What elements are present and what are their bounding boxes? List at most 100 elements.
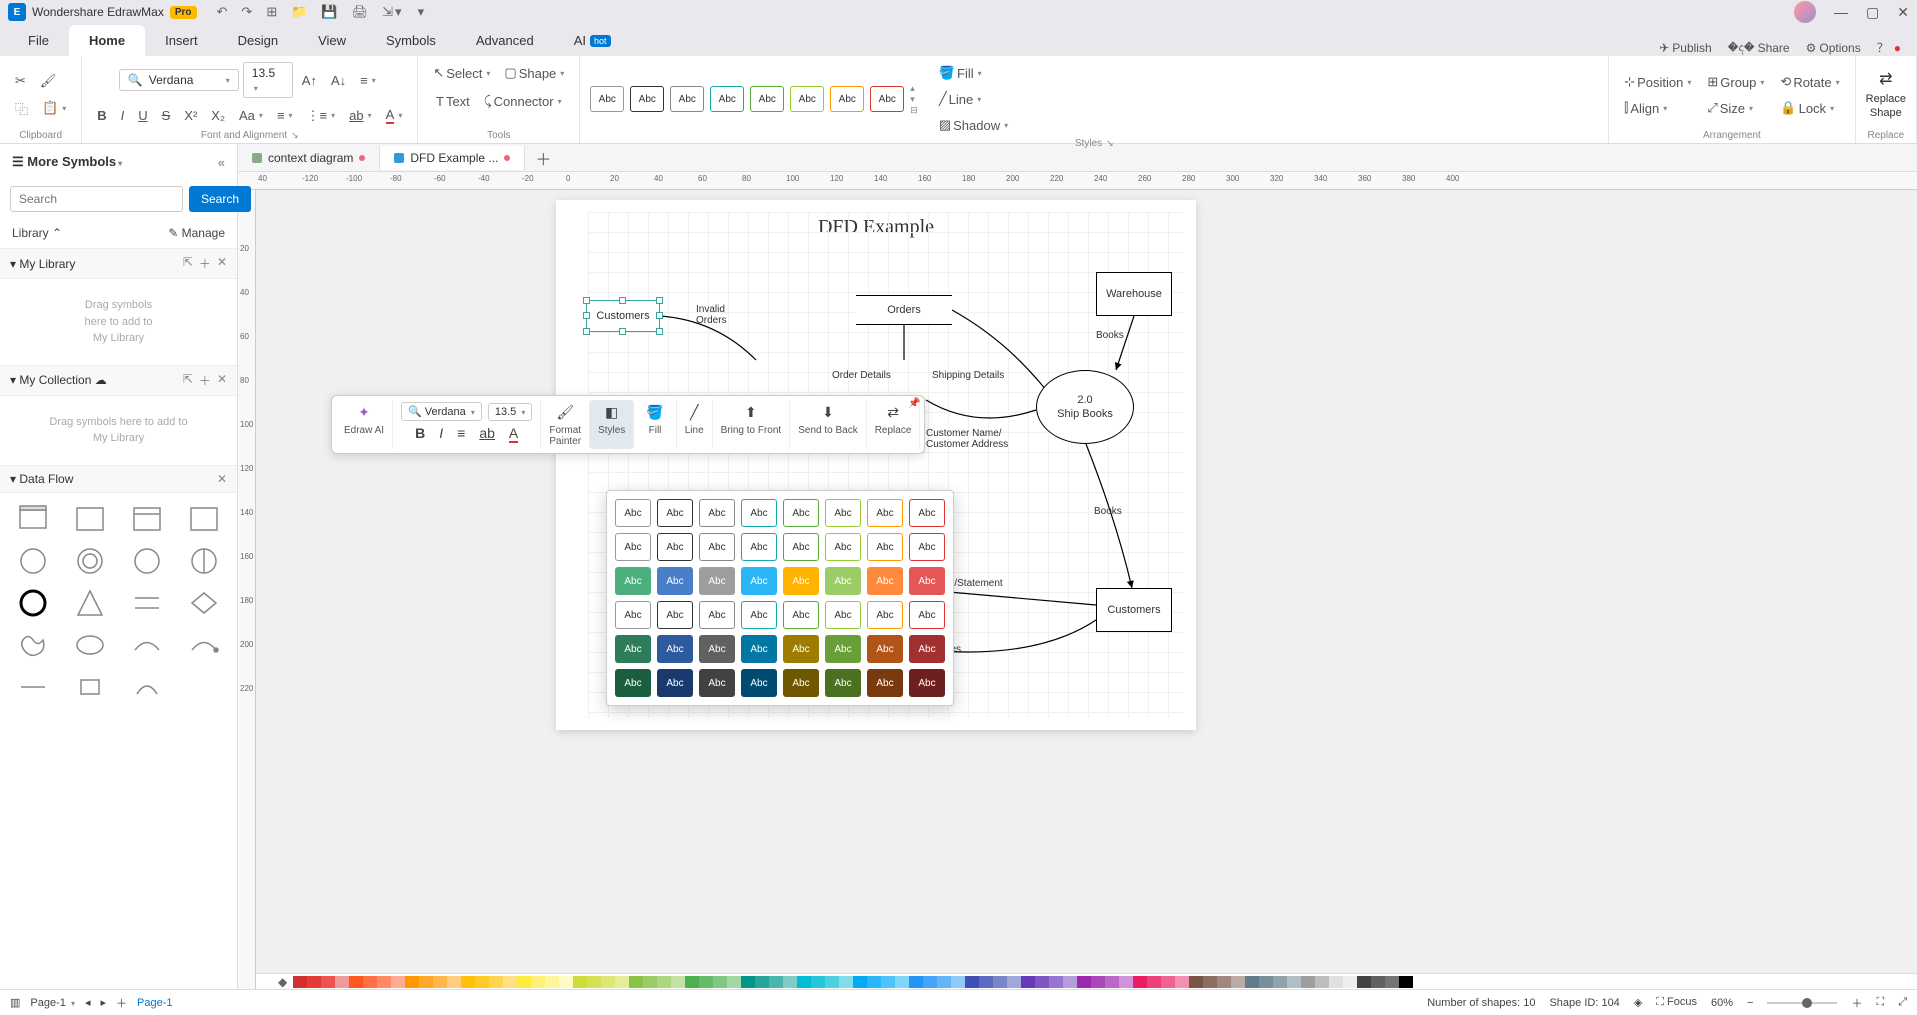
my-library-section[interactable]: ▾ My Library ⇱＋✕ [0,248,237,279]
color-swatch[interactable] [951,976,965,988]
symbols-title[interactable]: ☰ More Symbols▾ [12,154,122,170]
color-swatch[interactable] [825,976,839,988]
color-swatch[interactable] [839,976,853,988]
color-swatch[interactable] [307,976,321,988]
color-swatch[interactable] [377,976,391,988]
ctx-bold[interactable]: B [411,423,429,443]
node-customers[interactable]: Customers [586,300,660,332]
shape-stencil[interactable] [10,671,57,703]
color-swatch[interactable] [1133,976,1147,988]
color-swatch[interactable] [1049,976,1063,988]
new-icon[interactable]: ⊞ [266,4,277,20]
style-swatch[interactable]: Abc [750,86,784,112]
style-option[interactable]: Abc [909,601,945,629]
section-close-icon[interactable]: ✕ [217,372,227,389]
style-option[interactable]: Abc [699,533,735,561]
color-swatch[interactable] [1231,976,1245,988]
color-swatch[interactable] [615,976,629,988]
bold-button[interactable]: B [92,105,111,126]
shape-stencil[interactable] [124,503,171,535]
color-swatch[interactable] [559,976,573,988]
color-swatch[interactable] [363,976,377,988]
color-swatch[interactable] [923,976,937,988]
user-avatar[interactable] [1794,1,1816,23]
style-option[interactable]: Abc [909,533,945,561]
share-button[interactable]: �ද� Share [1728,40,1790,55]
gallery-up-icon[interactable]: ▴ [910,83,918,94]
section-close-icon[interactable]: ✕ [217,255,227,272]
color-swatch[interactable] [713,976,727,988]
style-option[interactable]: Abc [825,635,861,663]
minimize-icon[interactable]: — [1834,4,1848,20]
style-swatch[interactable]: Abc [630,86,664,112]
options-button[interactable]: ⚙ Options [1806,41,1861,55]
style-option[interactable]: Abc [909,669,945,697]
maximize-icon[interactable]: ▢ [1866,4,1879,21]
cut-button[interactable]: ✂ [10,70,31,92]
shape-stencil[interactable] [180,629,227,661]
format-painter-button[interactable]: 🖌 [35,70,62,92]
size-button[interactable]: ⤢ Size▾ [1702,97,1769,119]
section-add-icon[interactable]: ＋ [199,372,211,389]
shape-stencil[interactable] [124,671,171,703]
styles-dialog-launcher[interactable]: ↘ [1106,138,1114,149]
color-swatch[interactable] [1259,976,1273,988]
layers-icon[interactable]: ◈ [1634,996,1642,1009]
style-option[interactable]: Abc [867,533,903,561]
style-gallery[interactable]: AbcAbcAbcAbcAbcAbcAbcAbc [590,86,904,112]
color-swatch[interactable] [1063,976,1077,988]
ctx-size-select[interactable]: 13.5 ▾ [488,403,533,421]
fill-button[interactable]: 🪣 Fill▾ [934,62,1013,84]
group-button[interactable]: ⊞ Group▾ [1702,71,1769,93]
color-swatch[interactable] [657,976,671,988]
section-export-icon[interactable]: ⇱ [183,372,193,389]
style-option[interactable]: Abc [657,601,693,629]
redo-icon[interactable]: ↷ [241,4,252,20]
style-option[interactable]: Abc [615,601,651,629]
subscript-button[interactable]: X₂ [206,105,230,126]
color-swatch[interactable] [321,976,335,988]
section-export-icon[interactable]: ⇱ [183,255,193,272]
style-option[interactable]: Abc [909,499,945,527]
gallery-down-icon[interactable]: ▾ [910,94,918,105]
new-tab-button[interactable]: ＋ [525,146,561,170]
menu-insert[interactable]: Insert [145,25,218,56]
open-icon[interactable]: 📁 [291,4,307,20]
color-swatch[interactable] [531,976,545,988]
style-option[interactable]: Abc [867,635,903,663]
font-size-select[interactable]: 13.5 ▾ [243,62,293,98]
style-option[interactable]: Abc [783,669,819,697]
style-option[interactable]: Abc [741,567,777,595]
color-swatch[interactable] [1245,976,1259,988]
color-swatch[interactable] [447,976,461,988]
align-button[interactable]: ⫿ Align▾ [1619,97,1696,119]
style-option[interactable]: Abc [657,533,693,561]
style-option[interactable]: Abc [825,669,861,697]
page-next-icon[interactable]: ▸ [101,996,107,1009]
fullscreen-icon[interactable]: ⤢ [1898,996,1907,1009]
color-swatch[interactable] [545,976,559,988]
menu-ai[interactable]: AI hot [554,25,631,56]
shape-stencil[interactable] [10,587,57,619]
manage-button[interactable]: ✎ Manage [168,226,225,240]
shape-stencil[interactable] [10,503,57,535]
shape-stencil[interactable] [10,629,57,661]
style-swatch[interactable]: Abc [790,86,824,112]
style-option[interactable]: Abc [657,499,693,527]
color-swatch[interactable] [475,976,489,988]
print-icon[interactable]: 🖨 [352,4,369,20]
color-swatch[interactable] [1385,976,1399,988]
color-swatch[interactable] [1077,976,1091,988]
document-tab[interactable]: context diagram [238,146,380,170]
color-swatch[interactable] [783,976,797,988]
menu-file[interactable]: File [8,25,69,56]
color-swatch[interactable] [433,976,447,988]
shape-stencil[interactable] [124,545,171,577]
line-button[interactable]: ╱ Line▾ [934,88,1013,110]
document-tab[interactable]: DFD Example ... [380,146,525,170]
color-swatch[interactable] [1105,976,1119,988]
section-close-icon[interactable]: ✕ [217,472,227,486]
style-option[interactable]: Abc [615,669,651,697]
shape-tool[interactable]: ▢ Shape▾ [499,62,569,84]
fit-page-icon[interactable]: ⛶ [1876,996,1884,1009]
